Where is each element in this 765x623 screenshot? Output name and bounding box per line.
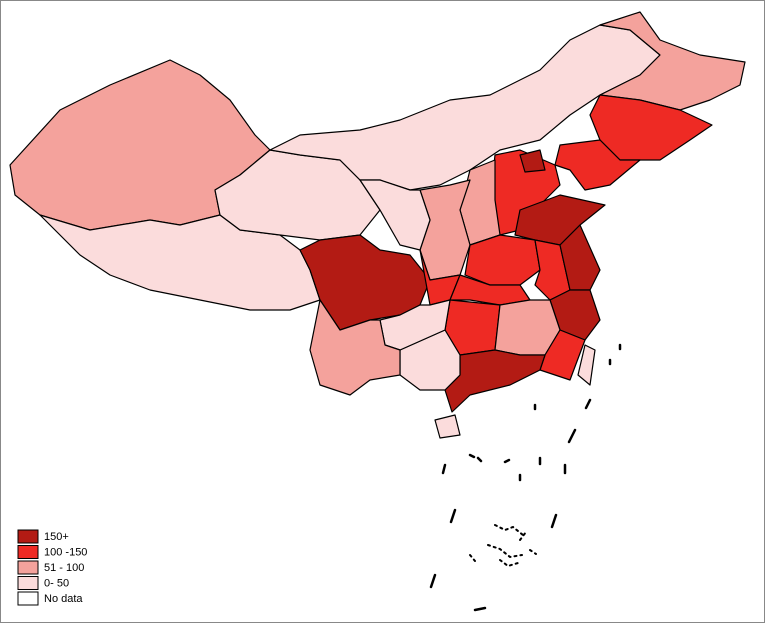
legend-label: 150+	[44, 531, 69, 543]
region	[464, 234, 541, 286]
legend-label: 51 - 100	[44, 562, 84, 574]
region	[559, 224, 601, 291]
islands	[429, 343, 622, 612]
legend-swatch	[17, 591, 39, 606]
legend: 150+ 100 -150 51 - 100 0- 50 No data	[17, 529, 87, 606]
island-dots	[469, 524, 537, 568]
legend-swatch	[17, 576, 39, 590]
region	[589, 94, 713, 161]
region	[519, 149, 546, 173]
legend-swatch	[17, 545, 39, 559]
region	[419, 179, 471, 281]
legend-swatch	[17, 560, 39, 575]
island-marks	[429, 343, 622, 612]
legend-label: 0- 50	[44, 577, 69, 589]
region	[399, 329, 461, 391]
region	[434, 414, 461, 439]
region	[554, 139, 641, 191]
region	[539, 329, 586, 381]
legend-label: No data	[44, 593, 83, 605]
region	[309, 299, 401, 396]
region	[359, 179, 431, 251]
region	[599, 11, 746, 111]
legend-label: 100 -150	[44, 546, 87, 558]
region	[577, 344, 596, 386]
legend-swatch	[17, 529, 39, 544]
regions	[9, 11, 746, 439]
